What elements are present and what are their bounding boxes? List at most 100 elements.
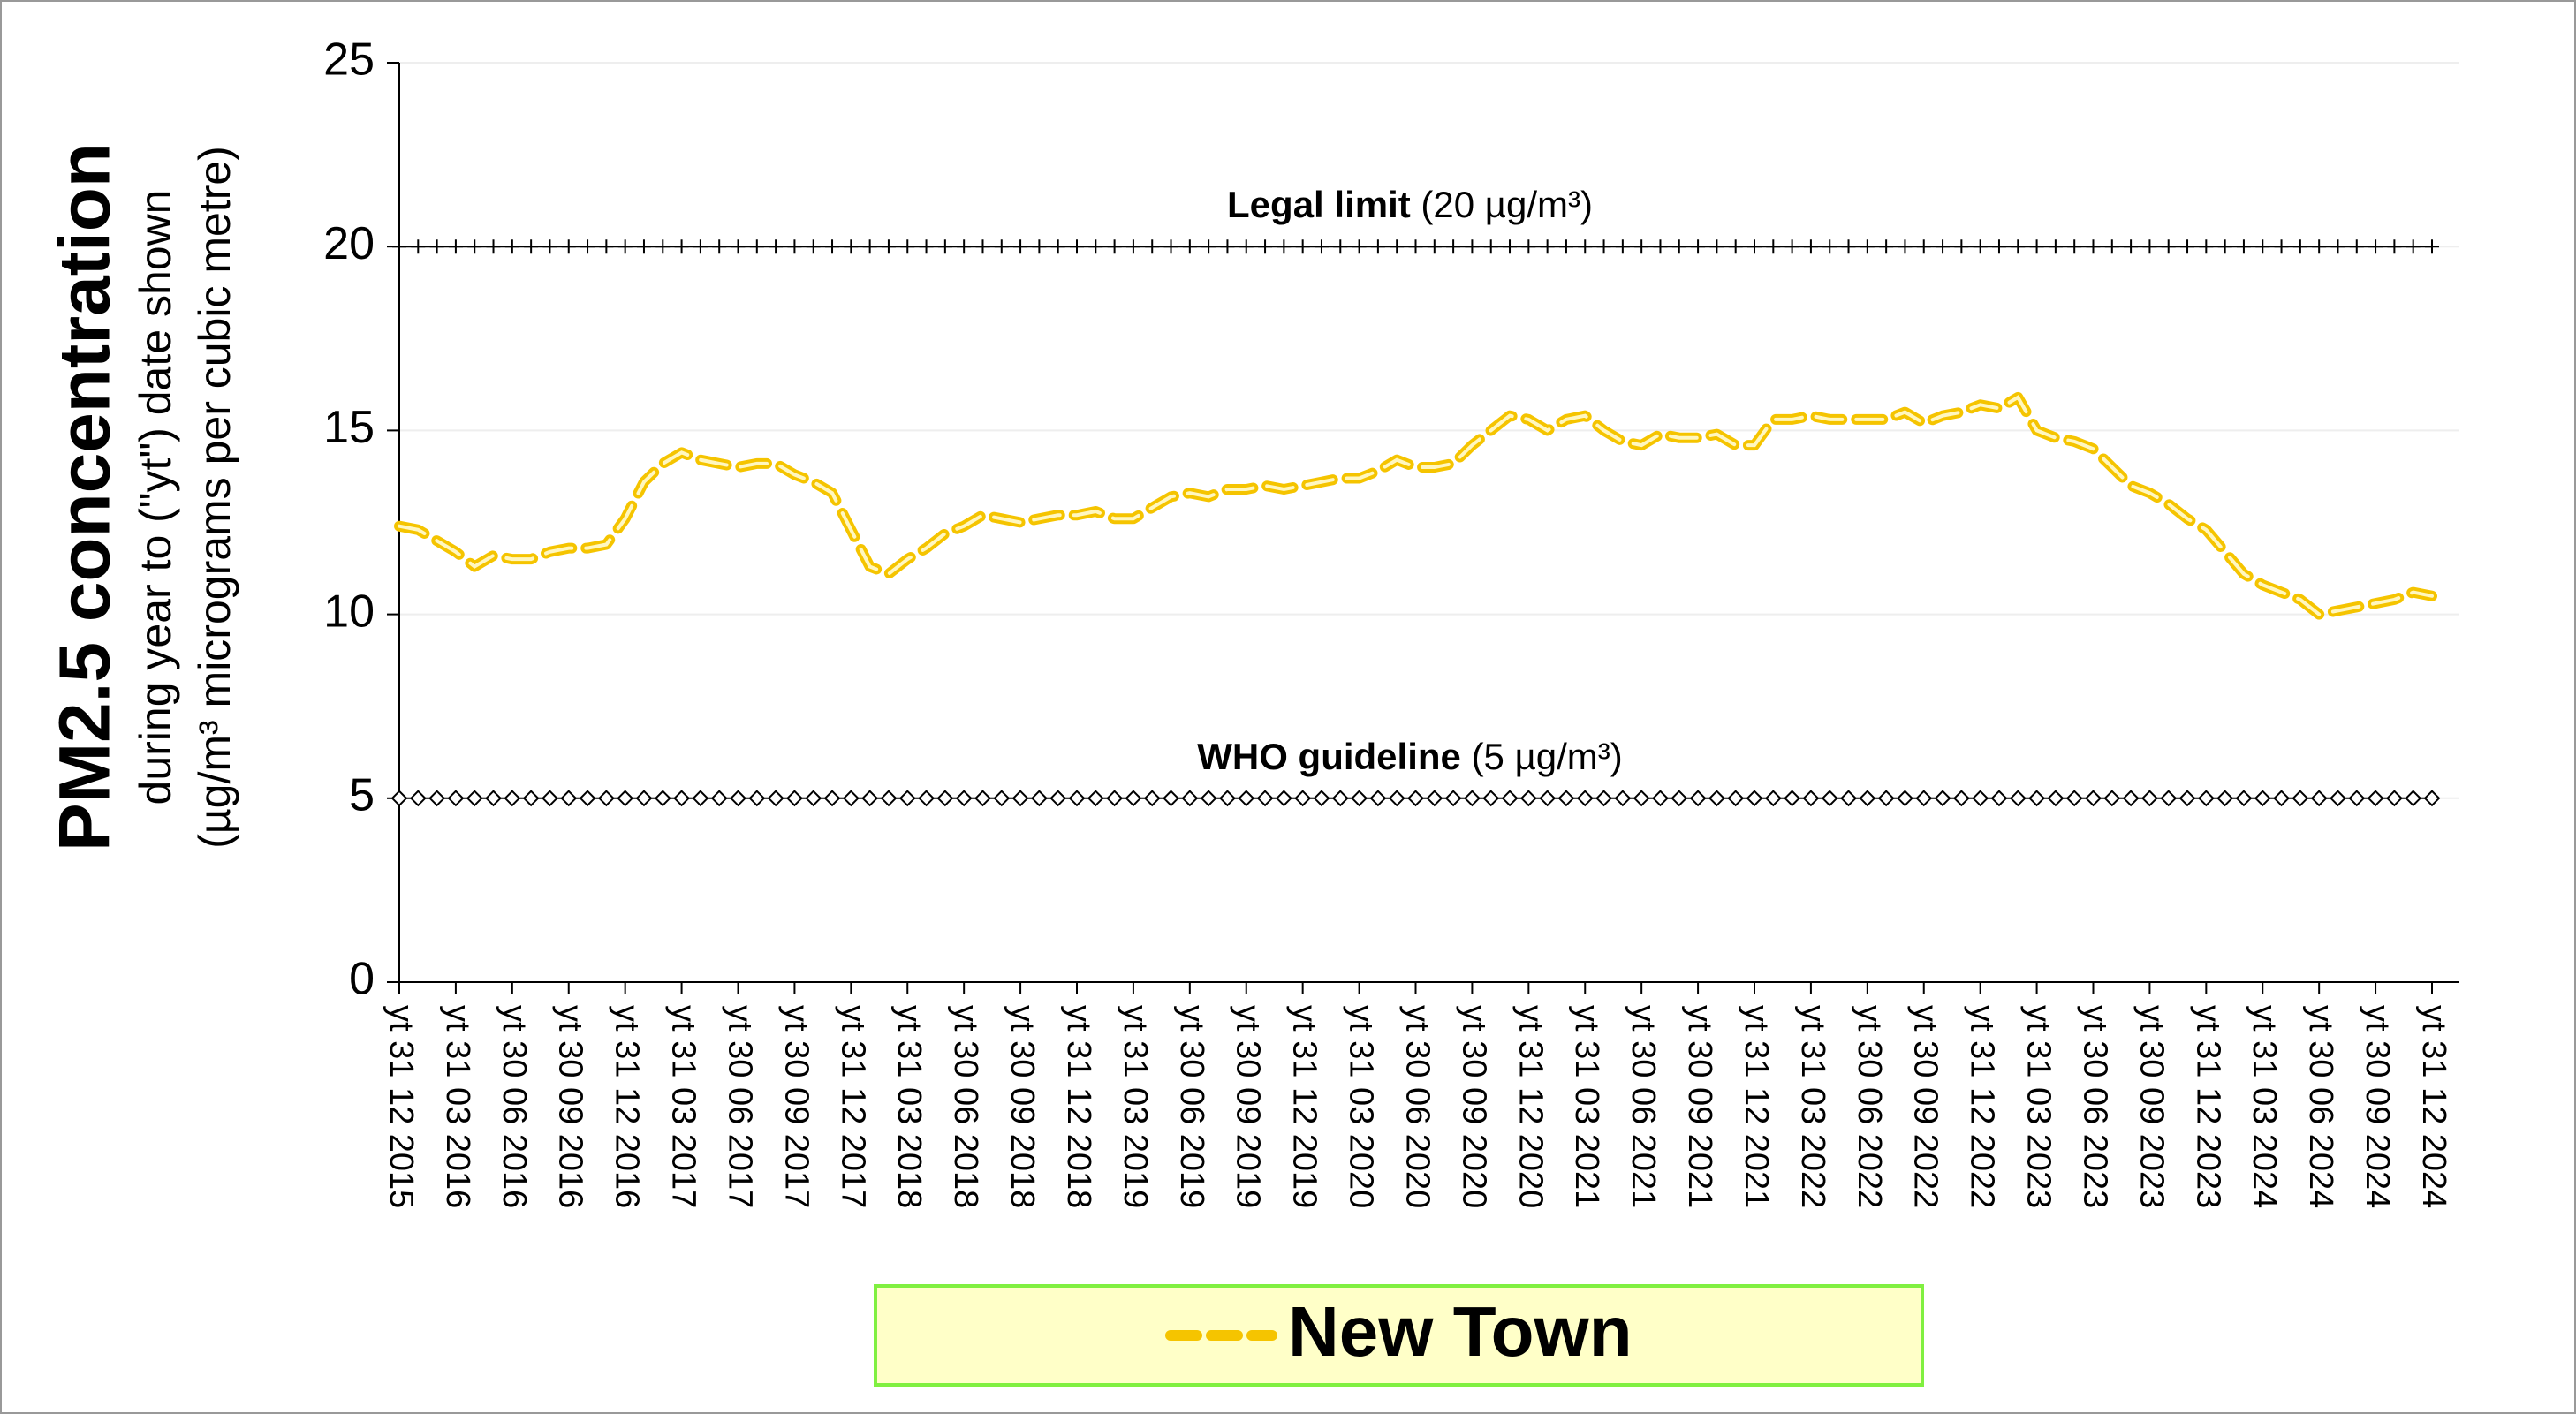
reference-marker [993,790,1011,807]
reference-marker [769,239,784,254]
reference-marker [1369,790,1387,807]
reference-marker [1503,239,1518,254]
reference-marker [957,239,972,254]
reference-marker [2349,239,2364,254]
reference-marker [467,239,482,254]
reference-marker [1333,239,1348,254]
reference-marker [1239,239,1254,254]
reference-marker [1106,790,1124,807]
reference-marker [1219,790,1236,807]
x-tick-label: yt 30 09 2021 [1681,1005,1718,1208]
reference-marker [1784,239,1799,254]
reference-marker [1482,790,1500,807]
reference-marker [2255,239,2270,254]
reference-marker [597,790,615,807]
reference-marker [1427,239,1442,254]
legend-label: New Town [1288,1292,1633,1371]
reference-marker [2273,790,2290,807]
reference-marker [636,239,651,254]
y-title-line: (µg/m³ micrograms per cubic metre) [190,146,239,849]
reference-marker [524,239,539,254]
reference-marker [2310,790,2328,807]
y-tick-label: 25 [323,34,375,86]
reference-marker [1521,239,1536,254]
y-tick-label: 5 [349,770,375,821]
reference-marker [1201,239,1216,254]
reference-marker [2011,239,2026,254]
reference-marker [806,239,821,254]
x-tick-label: yt 30 09 2022 [1907,1005,1944,1208]
reference-marker [2405,790,2422,807]
reference-marker [2292,790,2309,807]
reference-marker [2217,239,2232,254]
reference-marker [1388,790,1405,807]
reference-marker [2387,239,2402,254]
x-tick-label: yt 31 03 2022 [1794,1005,1831,1208]
reference-marker [1408,239,1423,254]
reference-marker [2406,239,2421,254]
reference-marker [974,790,991,807]
x-tick-label: yt 31 12 2021 [1738,1005,1775,1208]
reference-marker [823,790,841,807]
reference-marker [1049,790,1067,807]
reference-marker [710,790,728,807]
reference-marker [730,790,746,807]
reference-marker [2348,790,2366,807]
reference-marker [1691,239,1706,254]
reference-marker [1070,239,1084,254]
reference-marker [2047,790,2065,807]
x-tick-label: yt 31 12 2015 [383,1005,420,1208]
reference-marker [731,239,746,254]
x-tick-label: yt 31 03 2021 [1568,1005,1605,1208]
reference-marker [1708,790,1725,807]
x-tick-label: yt 31 03 2023 [2020,1005,2057,1208]
reference-marker [2122,790,2140,807]
reference-marker [1803,239,1818,254]
reference-marker [1314,239,1329,254]
reference-marker [2028,790,2045,807]
reference-marker [994,239,1009,254]
reference-marker [712,239,727,254]
reference-marker [1897,790,1913,807]
reference-marker [1258,239,1273,254]
reference-marker [2009,790,2027,807]
reference-marker [1972,790,1989,807]
reference-marker [2104,239,2119,254]
reference-marker [1068,790,1086,807]
reference-marker [542,239,557,254]
reference-marker [580,239,595,254]
reference-marker [2160,790,2178,807]
reference-marker [674,239,689,254]
reference-marker [1709,239,1724,254]
reference-marker [881,239,896,254]
x-tick-label: yt 31 03 2018 [890,1005,928,1208]
reference-marker [466,790,483,807]
reference-marker [2086,239,2101,254]
reference-marker [486,239,501,254]
reference-marker [767,790,784,807]
reference-marker [1671,239,1686,254]
reference-marker [1595,790,1612,807]
reference-marker [599,239,614,254]
reference-marker [561,239,576,254]
reference-marker [898,790,916,807]
reference-marker [975,239,990,254]
reference-marker [1859,790,1876,807]
x-tick-label: yt 31 03 2024 [2246,1005,2283,1208]
reference-marker [504,790,521,807]
reference-marker [1766,239,1781,254]
reference-marker [1277,239,1292,254]
reference-marker [862,239,877,254]
reference-marker [2180,239,2195,254]
reference-marker [2067,239,2082,254]
reference-marker [1182,239,1197,254]
reference-marker [673,790,690,807]
reference-marker [2330,790,2346,807]
y-title-line: during year to ("yt") date shown [131,190,180,805]
reference-marker [542,790,558,807]
reference-marker [1464,790,1481,807]
reference-marker [1483,239,1498,254]
x-tick-label: yt 30 06 2019 [1173,1005,1210,1208]
